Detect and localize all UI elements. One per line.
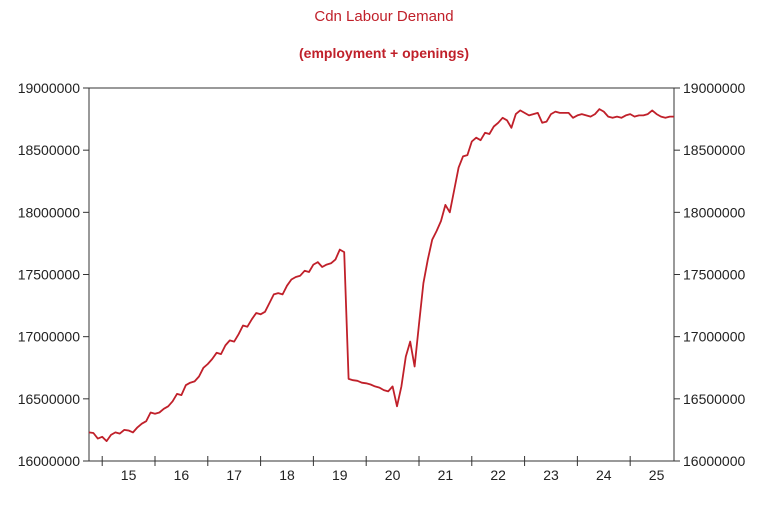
chart-title: Cdn Labour Demand bbox=[314, 8, 454, 25]
x-tick-label: 25 bbox=[649, 467, 665, 483]
x-tick-label: 15 bbox=[121, 467, 137, 483]
y-tick-label-right: 16500000 bbox=[683, 391, 746, 407]
x-tick-label: 16 bbox=[174, 467, 190, 483]
y-tick-label-right: 17500000 bbox=[683, 267, 746, 283]
x-tick-label: 17 bbox=[226, 467, 242, 483]
y-tick-label-left: 16000000 bbox=[18, 453, 81, 469]
x-tick-label: 19 bbox=[332, 467, 348, 483]
x-tick-label: 22 bbox=[490, 467, 506, 483]
y-tick-label-left: 17500000 bbox=[18, 267, 81, 283]
x-tick-label: 21 bbox=[438, 467, 454, 483]
y-tick-label-right: 18500000 bbox=[683, 142, 746, 158]
x-tick-label: 18 bbox=[279, 467, 295, 483]
y-tick-label-right: 17000000 bbox=[683, 329, 746, 345]
chart-subtitle: (employment + openings) bbox=[299, 45, 469, 61]
y-tick-label-left: 18000000 bbox=[18, 204, 81, 220]
y-tick-label-left: 18500000 bbox=[18, 142, 81, 158]
x-tick-label: 23 bbox=[543, 467, 559, 483]
series-line bbox=[88, 108, 674, 443]
y-tick-label-right: 16000000 bbox=[683, 453, 746, 469]
y-tick-label-right: 18000000 bbox=[683, 204, 746, 220]
y-tick-label-left: 17000000 bbox=[18, 329, 81, 345]
x-tick-label: 24 bbox=[596, 467, 612, 483]
y-tick-label-left: 16500000 bbox=[18, 391, 81, 407]
y-tick-label-right: 19000000 bbox=[683, 80, 746, 96]
plot-frame bbox=[88, 87, 675, 462]
x-tick-label: 20 bbox=[385, 467, 401, 483]
y-tick-label-left: 19000000 bbox=[18, 80, 81, 96]
